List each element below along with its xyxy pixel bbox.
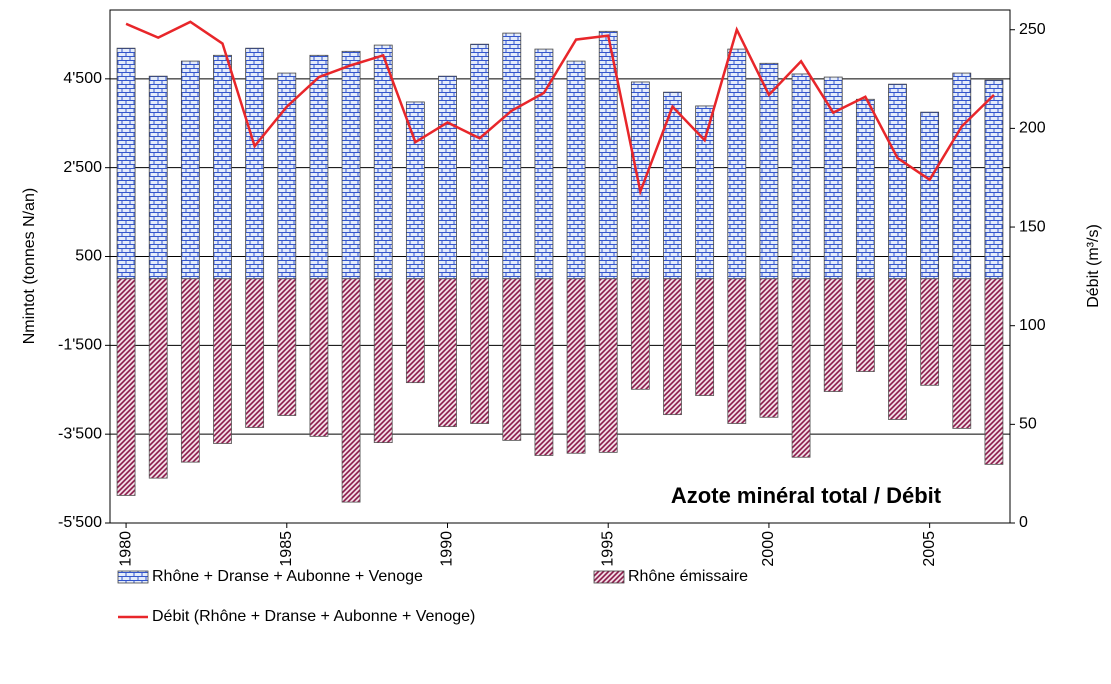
bar <box>213 278 232 444</box>
bar <box>180 60 200 280</box>
bar <box>888 83 907 280</box>
legend-label: Rhône émissaire <box>628 568 748 585</box>
y2-tick-label: 50 <box>1019 416 1037 433</box>
x-tick-label: 1980 <box>117 531 134 567</box>
bar <box>952 72 972 280</box>
bar <box>245 47 265 280</box>
bar <box>438 75 457 280</box>
y2-tick-label: 100 <box>1019 317 1046 334</box>
y2-tick-label: 250 <box>1019 21 1046 38</box>
legend-swatch <box>593 570 625 584</box>
bar <box>148 75 168 280</box>
bar <box>470 43 490 280</box>
bar <box>630 278 650 390</box>
bar <box>855 278 875 372</box>
bar <box>309 54 329 280</box>
bar <box>984 79 1004 280</box>
bar <box>116 278 136 496</box>
bar <box>245 278 265 428</box>
x-tick-label: 2000 <box>760 531 777 567</box>
bar <box>438 278 457 428</box>
bar <box>502 32 522 280</box>
bar <box>759 278 779 418</box>
bar <box>180 278 200 463</box>
bar <box>116 47 136 280</box>
x-tick-label: 2005 <box>921 531 938 567</box>
annotation: Azote minéral total / Débit <box>671 483 942 508</box>
bar <box>920 111 940 280</box>
y-axis-label: Nmintot (tonnes N/an) <box>21 188 38 345</box>
legend-label: Débit (Rhône + Dranse + Aubonne + Venoge… <box>152 608 475 625</box>
line <box>125 20 995 196</box>
bar <box>630 81 650 280</box>
bar <box>727 48 747 280</box>
x-tick-label: 1995 <box>599 531 616 567</box>
bar <box>277 278 297 416</box>
bar <box>373 44 393 280</box>
y-tick-label: 2'500 <box>63 159 102 176</box>
bar <box>823 76 843 280</box>
bar <box>952 278 972 429</box>
bar <box>566 278 586 454</box>
bar <box>470 278 490 424</box>
bar <box>341 278 361 503</box>
bar <box>855 98 875 280</box>
bar <box>920 278 940 386</box>
y-tick-label: -3'500 <box>58 425 102 442</box>
bar <box>341 50 361 280</box>
bar <box>791 73 811 280</box>
x-tick-label: 1985 <box>278 531 295 567</box>
y-tick-label: 4'500 <box>63 70 102 87</box>
bar <box>566 60 586 280</box>
bar <box>502 278 522 441</box>
bar <box>534 278 554 456</box>
bar <box>405 278 425 384</box>
bar <box>663 278 682 416</box>
y2-tick-label: 0 <box>1019 514 1028 531</box>
legend-label: Rhône + Dranse + Aubonne + Venoge <box>152 568 423 585</box>
bar <box>373 278 393 444</box>
bar <box>309 278 329 437</box>
bar <box>823 278 843 392</box>
y2-axis-label: Débit (m³/s) <box>1085 224 1102 308</box>
bar <box>791 278 811 458</box>
x-tick-label: 1990 <box>439 531 456 567</box>
bar <box>277 72 297 280</box>
y2-tick-label: 200 <box>1019 120 1046 137</box>
legend-swatch <box>117 570 149 584</box>
y2-tick-label: 150 <box>1019 218 1046 235</box>
bar <box>727 278 747 424</box>
bar <box>888 278 907 420</box>
y-tick-label: 500 <box>75 248 102 265</box>
y-tick-label: -5'500 <box>58 514 102 531</box>
plot-frame <box>109 9 1011 524</box>
bar <box>213 54 232 280</box>
y-tick-label: -1'500 <box>58 337 102 354</box>
bar <box>984 278 1004 465</box>
bar <box>148 278 168 479</box>
bar <box>695 278 715 396</box>
bar <box>598 278 618 453</box>
